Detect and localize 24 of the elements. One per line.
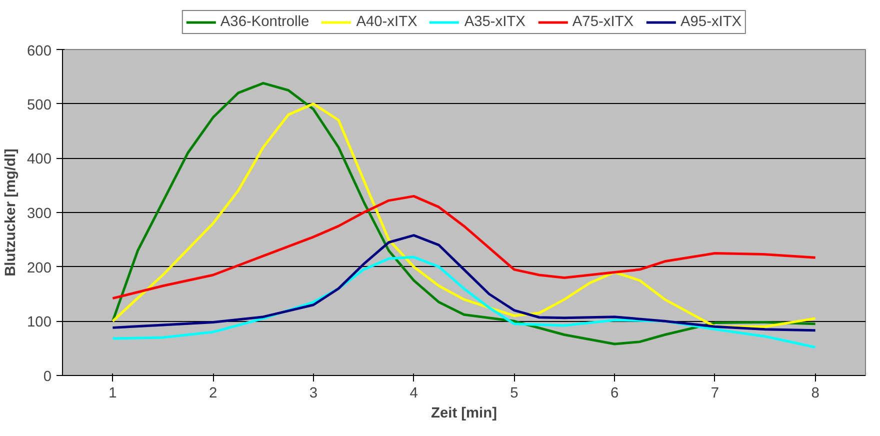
line-series [111, 234, 817, 332]
x-tick-label: 1 [108, 386, 117, 402]
y-tick-label: 100 [27, 314, 52, 331]
y-tick-label: 400 [27, 152, 52, 168]
legend-label: A75-xITX [572, 14, 634, 30]
legend-label: A35-xITX [464, 14, 526, 30]
x-tick-label: 5 [510, 386, 518, 402]
x-tick-label: 7 [710, 386, 720, 402]
line-series [111, 194, 817, 300]
legend-label: A40-xITX [356, 14, 418, 30]
x-axis-title: Zeit [min] [431, 406, 498, 422]
legend-label: A95-xITX [680, 14, 742, 30]
x-tick-label: 8 [811, 386, 820, 402]
y-tick-label: 0 [43, 369, 52, 385]
y-tick-label: 500 [27, 97, 52, 114]
y-tick-label: 300 [27, 206, 52, 222]
x-tick-label: 4 [410, 386, 418, 402]
x-tick-label: 3 [309, 386, 318, 402]
y-tick-label: 200 [27, 260, 52, 276]
y-axis-title: Blutzucker [mg/dl] [3, 148, 20, 276]
y-tick-label: 600 [27, 44, 52, 60]
x-tick-label: 6 [610, 386, 619, 402]
x-tick-label: 2 [208, 386, 218, 402]
legend-label: A36-Kontrolle [220, 14, 310, 30]
